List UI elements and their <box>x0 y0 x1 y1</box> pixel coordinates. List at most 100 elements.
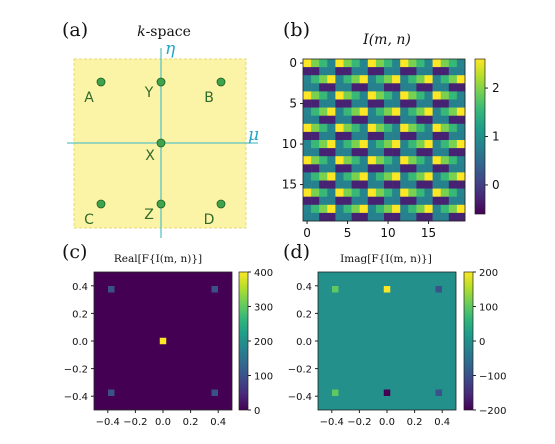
heatmap-cell <box>456 196 466 206</box>
colorbar-tick-label: −200 <box>479 406 506 417</box>
heatmap-cell <box>456 148 466 157</box>
heatmap-cell <box>319 59 328 68</box>
heatmap-cell <box>416 67 425 76</box>
panel-d-letter: (d) <box>283 241 310 263</box>
heatmap-cell <box>392 148 401 157</box>
heatmap-cell <box>392 156 401 165</box>
heatmap-cell <box>343 107 352 116</box>
heatmap-cell <box>303 107 312 116</box>
heatmap-cell <box>351 140 360 149</box>
heatmap-cell <box>416 99 425 108</box>
heatmap-cell <box>375 172 385 181</box>
heatmap-cell <box>327 123 336 133</box>
panel-a-title-rest: -space <box>146 24 191 40</box>
heatmap-cell <box>327 196 336 206</box>
heatmap-cell <box>367 99 377 108</box>
heatmap-cell <box>392 83 401 92</box>
heatmap-cell <box>392 99 401 108</box>
heatmap-cell <box>456 140 466 149</box>
heatmap-cell <box>375 180 385 189</box>
heatmap-cell <box>343 131 352 141</box>
heatmap-cell <box>408 115 417 125</box>
heatmap-cell <box>408 59 417 68</box>
heatmap-cell <box>343 180 352 189</box>
fft-peak <box>332 286 339 293</box>
heatmap-cell <box>367 156 377 165</box>
k-point-label-y: Y <box>144 85 154 101</box>
heatmap-cell <box>343 164 352 173</box>
heatmap-cell <box>416 75 425 84</box>
heatmap-cell <box>448 115 458 125</box>
eta-axis-label: η <box>165 39 176 59</box>
heatmap-cell <box>327 91 336 100</box>
heatmap-cell <box>416 115 425 125</box>
k-point-label-d: D <box>204 212 215 228</box>
y-tick-label: 0.4 <box>72 282 88 293</box>
heatmap-cell <box>432 91 441 100</box>
heatmap-cell <box>416 131 425 141</box>
heatmap-cell <box>392 212 401 222</box>
heatmap-cell <box>319 91 328 100</box>
heatmap-cell <box>384 99 393 108</box>
heatmap-cell <box>375 83 385 92</box>
heatmap-cell <box>319 115 328 125</box>
heatmap-cell <box>343 83 352 92</box>
heatmap-cell <box>359 75 369 84</box>
heatmap-cell <box>335 172 344 181</box>
heatmap-cell <box>392 164 401 173</box>
heatmap-cell <box>375 123 385 133</box>
panel-a-letter: (a) <box>62 19 88 41</box>
heatmap-cell <box>303 180 312 189</box>
heatmap-cell <box>327 148 336 157</box>
heatmap-cell <box>319 156 328 165</box>
heatmap-cell <box>367 212 377 222</box>
heatmap-cell <box>408 172 417 181</box>
heatmap-cell <box>384 115 393 125</box>
heatmap-cell <box>456 164 466 173</box>
heatmap-cell <box>367 83 377 92</box>
heatmap-cell <box>392 140 401 149</box>
heatmap-cell <box>351 99 360 108</box>
heatmap-cell <box>424 59 433 68</box>
colorbar-tick-label: 400 <box>254 268 273 279</box>
heatmap-cell <box>351 107 360 116</box>
heatmap-cell <box>303 148 312 157</box>
heatmap-cell <box>311 140 320 149</box>
heatmap-cell <box>335 180 344 189</box>
heatmap-cell <box>384 172 393 181</box>
heatmap-cell <box>432 67 441 76</box>
k-point-label-b: B <box>204 90 214 106</box>
heatmap-cell <box>424 115 433 125</box>
heatmap-cell <box>335 156 344 165</box>
x-tick-label: 15 <box>421 226 436 240</box>
x-tick-label: 0.0 <box>155 417 171 428</box>
heatmap-cell <box>400 107 409 116</box>
heatmap-cell <box>319 99 328 108</box>
heatmap-cell <box>448 123 458 133</box>
heatmap-cell <box>367 67 377 76</box>
colorbar-tick-label: 0 <box>479 337 485 348</box>
heatmap-cell <box>375 107 385 116</box>
heatmap-cell <box>359 156 369 165</box>
heatmap-cell <box>432 107 441 116</box>
heatmap-cell <box>384 59 393 68</box>
heatmap-cell <box>384 156 393 165</box>
k-point-b <box>216 77 226 87</box>
heatmap-cell <box>335 212 344 222</box>
heatmap-cell <box>392 123 401 133</box>
heatmap-cell <box>408 91 417 100</box>
heatmap-cell <box>456 115 466 125</box>
heatmap-cell <box>327 180 336 189</box>
heatmap-cell <box>351 148 360 157</box>
heatmap-cell <box>343 204 352 214</box>
heatmap-cell <box>351 59 360 68</box>
heatmap-cell <box>327 156 336 165</box>
heatmap-cell <box>408 99 417 108</box>
k-point-a <box>96 77 106 87</box>
heatmap-cell <box>408 204 417 214</box>
mu-axis-label: μ <box>248 125 259 145</box>
heatmap-cell <box>416 123 425 133</box>
heatmap-cell <box>359 123 369 133</box>
heatmap-cell <box>456 212 466 222</box>
heatmap-cell <box>392 172 401 181</box>
